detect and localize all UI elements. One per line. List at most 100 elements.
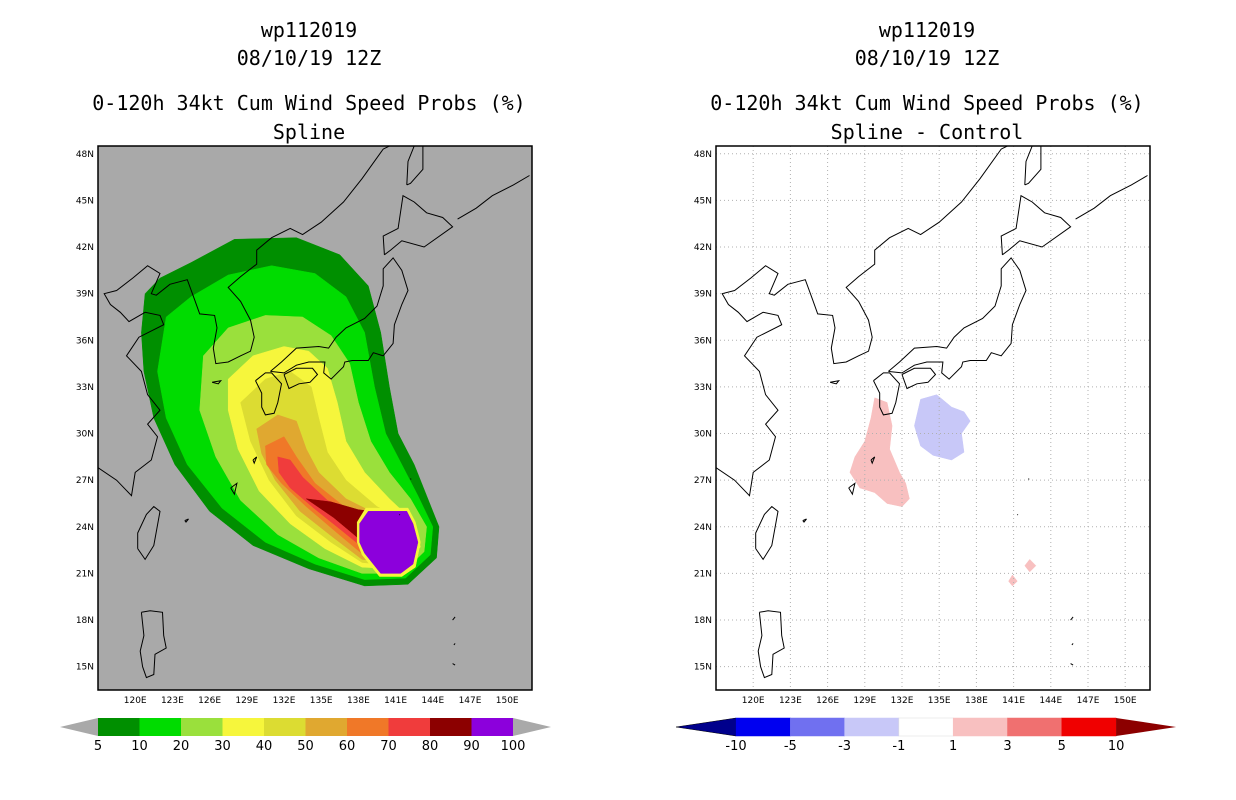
colorbar-swatch <box>898 717 954 737</box>
coastline <box>270 257 409 380</box>
y-tick-label: 33N <box>76 383 94 393</box>
left-map-chart: 120E 123E 126E 129E 132E 135E 138E 141E 144E 147E… <box>60 145 551 754</box>
coastline <box>1024 146 1042 186</box>
coastline <box>901 367 937 390</box>
y-tick-label: 39N <box>76 290 94 300</box>
colorbar-label: 3 <box>1003 739 1011 754</box>
y-tick-label: 24N <box>76 523 94 533</box>
contour-level-neg2 <box>914 394 971 461</box>
y-tick-label: 27N <box>694 476 712 486</box>
coastline <box>848 482 856 496</box>
coastline <box>1075 175 1148 220</box>
colorbar-label: -5 <box>784 739 797 754</box>
colorbar-label: 20 <box>173 739 190 754</box>
coastline <box>1000 194 1072 256</box>
x-tick-label: 123E <box>779 696 802 706</box>
y-tick-label: 45N <box>76 196 94 206</box>
coastline <box>453 643 456 646</box>
x-tick-label: 147E <box>459 696 482 706</box>
colorbar-upper-arrow <box>513 718 551 736</box>
colorbar-swatch <box>1061 717 1117 737</box>
colorbar-swatch <box>735 717 791 737</box>
y-tick-label: 42N <box>76 243 94 253</box>
coastline <box>283 367 319 390</box>
coastline <box>252 456 258 465</box>
left-panel: wp112019 08/10/19 12Z 0-120h 34kt Cum Wi… <box>60 18 551 754</box>
plot-area <box>716 146 1150 690</box>
x-tick-label: 129E <box>853 696 876 706</box>
x-tick-label: 123E <box>161 696 184 706</box>
plot-area <box>98 146 530 679</box>
coastline <box>98 146 390 497</box>
colorbar-lower-arrow <box>60 718 98 736</box>
coastline <box>873 372 901 416</box>
map-frame <box>715 145 1151 691</box>
y-tick-label: 45N <box>694 196 712 206</box>
storm-id-title: wp112019 <box>878 18 976 42</box>
colorbar-swatch <box>1007 717 1063 737</box>
contour-level-2 <box>849 397 910 507</box>
coastline <box>1071 643 1074 646</box>
colorbar-label: -10 <box>725 739 746 754</box>
colorbar-label: 90 <box>463 739 480 754</box>
y-tick-label: 36N <box>76 336 94 346</box>
x-tick-label: 132E <box>891 696 914 706</box>
colorbar-label: 5 <box>1058 739 1066 754</box>
coastline <box>382 194 454 256</box>
colorbar-swatch <box>952 717 1008 737</box>
coastline <box>1016 514 1019 516</box>
colorbar-label: 30 <box>214 739 231 754</box>
y-tick-label: 48N <box>694 150 712 160</box>
y-tick-label: 30N <box>76 430 94 440</box>
colorbar-label: 10 <box>1108 739 1125 754</box>
colorbar-label: 50 <box>297 739 314 754</box>
colorbar-swatch <box>347 718 389 736</box>
coastline <box>398 514 401 516</box>
y-tick-label: 48N <box>76 150 94 160</box>
x-tick-label: 135E <box>928 696 951 706</box>
x-tick-label: 144E <box>421 696 444 706</box>
coastline <box>802 518 807 523</box>
x-tick-label: 129E <box>235 696 258 706</box>
coastline <box>716 146 1008 497</box>
colorbar-label: 100 <box>501 739 526 754</box>
colorbar-swatch <box>264 718 306 736</box>
x-tick-label: 150E <box>496 696 519 706</box>
date-title: 08/10/19 12Z <box>236 46 382 70</box>
coastline <box>137 505 161 561</box>
method-title: Spline <box>272 120 346 144</box>
y-tick-label: 36N <box>694 336 712 346</box>
coastline <box>1028 478 1030 480</box>
colorbar-swatch <box>305 718 347 736</box>
x-tick-label: 138E <box>347 696 370 706</box>
right-map-chart: 120E 123E 126E 129E 132E 135E 138E 141E 144E 147E… <box>675 145 1177 754</box>
colorbar-label: -3 <box>838 739 851 754</box>
contour-level-2 <box>1008 574 1018 587</box>
coastline <box>457 175 530 220</box>
x-tick-label: 120E <box>124 696 147 706</box>
colorbar-swatch <box>430 718 472 736</box>
coastline <box>410 478 412 480</box>
colorbar-label: 40 <box>256 739 273 754</box>
coastline <box>888 257 1027 380</box>
colorbar-label: 80 <box>422 739 439 754</box>
product-title: 0-120h 34kt Cum Wind Speed Probs (%) <box>92 91 526 115</box>
y-tick-label: 30N <box>694 430 712 440</box>
colorbar-label: 60 <box>339 739 356 754</box>
colorbar-swatch <box>388 718 430 736</box>
y-tick-label: 33N <box>694 383 712 393</box>
y-tick-label: 24N <box>694 523 712 533</box>
x-tick-label: 126E <box>816 696 839 706</box>
y-tick-label: 39N <box>694 290 712 300</box>
colorbar-swatch <box>181 718 223 736</box>
y-tick-label: 18N <box>76 616 94 626</box>
colorbar-label: 10 <box>131 739 148 754</box>
right-panel: wp112019 08/10/19 12Z 0-120h 34kt Cum Wi… <box>618 0 1236 800</box>
colorbar-lower-arrow <box>675 717 737 737</box>
y-tick-label: 27N <box>76 476 94 486</box>
colorbar-swatch <box>222 718 264 736</box>
x-tick-label: 138E <box>965 696 988 706</box>
x-tick-label: 150E <box>1114 696 1137 706</box>
x-tick-label: 147E <box>1077 696 1100 706</box>
coastline <box>1070 616 1074 621</box>
